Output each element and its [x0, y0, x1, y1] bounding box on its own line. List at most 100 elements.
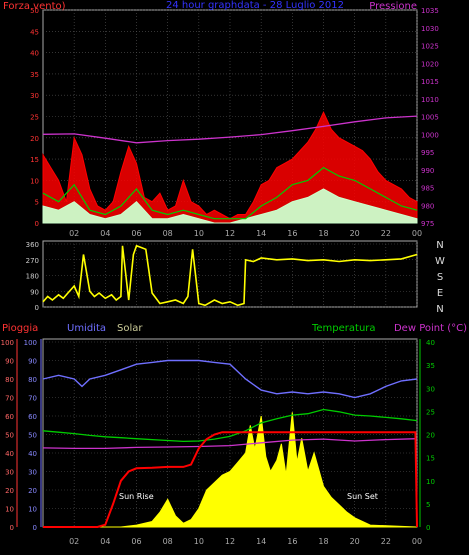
humidity-line	[42, 359, 418, 399]
wind_avg-area	[42, 188, 418, 224]
pressure-y-tick: 990	[421, 167, 434, 175]
x-tick-label: 20	[350, 229, 360, 238]
humidity-label: Umidita	[67, 323, 106, 334]
temperature-line	[42, 408, 418, 443]
rain-line	[43, 431, 418, 528]
humidity-y-tick: 60	[28, 413, 37, 421]
dewpoint-line	[42, 438, 418, 450]
x-tick-label: 00	[412, 537, 422, 546]
x-tick-label: 22	[381, 537, 391, 546]
wind-y-tick: 35	[30, 71, 39, 79]
x-tick-label: 06	[131, 537, 141, 546]
x-tick-label: 16	[287, 537, 297, 546]
x-tick-label: 02	[69, 229, 79, 238]
compass-label: E	[437, 288, 443, 299]
temperature-y-tick: 10	[426, 478, 435, 486]
pressure-line	[42, 115, 418, 144]
x-tick-label: 08	[163, 229, 173, 238]
rain-y-tick: 40	[5, 450, 14, 458]
rain-y-tick: 80	[5, 376, 14, 384]
x-tick-label: 18	[318, 537, 328, 546]
humidity-y-tick: 0	[33, 524, 37, 532]
rain-y-tick: 90	[5, 358, 14, 366]
solar-label: Solar	[117, 323, 143, 334]
pressure-y-tick: 1035	[421, 7, 439, 15]
pressure-y-tick: 995	[421, 149, 434, 157]
x-tick-label: 18	[318, 229, 328, 238]
wind-y-tick: 40	[30, 50, 39, 58]
dewpoint-label: Dew Point (°C)	[394, 323, 467, 334]
compass-label: N	[436, 240, 443, 251]
direction-y-tick: 360	[26, 241, 39, 249]
wind-left-label: Forza vento)	[3, 1, 66, 12]
rain-y-tick: 70	[5, 395, 14, 403]
wind-y-tick: 15	[30, 156, 39, 164]
humidity-y-tick: 100	[24, 339, 37, 347]
rain-y-tick: 30	[5, 469, 14, 477]
humidity-y-tick: 70	[28, 395, 37, 403]
wind-title: 24 hour graphdata - 28 Luglio 2012	[166, 0, 344, 11]
wind-line	[42, 166, 418, 220]
wind-y-tick: 0	[35, 220, 39, 228]
direction-y-tick: 0	[35, 304, 39, 312]
wind-y-tick: 45	[30, 28, 39, 36]
humidity-y-tick: 80	[28, 376, 37, 384]
x-tick-label: 22	[381, 229, 391, 238]
pressure-y-tick: 1020	[421, 60, 439, 68]
x-tick-label: 14	[256, 537, 266, 546]
direction-y-tick: 270	[26, 257, 39, 265]
compass-label: N	[436, 304, 443, 315]
pressure-y-tick: 975	[421, 220, 434, 228]
rain-y-tick: 50	[5, 432, 14, 440]
pressure-y-tick: 1025	[421, 43, 439, 51]
x-tick-label: 20	[350, 537, 360, 546]
wind-y-tick: 25	[30, 114, 39, 122]
pressure-y-tick: 1030	[421, 25, 439, 33]
rain-y-tick: 10	[5, 506, 14, 514]
wind-y-tick: 50	[30, 7, 39, 15]
sunrise-annotation: Sun Rise	[119, 492, 154, 501]
pressure-y-tick: 1000	[421, 131, 439, 139]
humidity-y-tick: 30	[28, 469, 37, 477]
sunset-annotation: Sun Set	[347, 492, 378, 501]
x-tick-label: 12	[225, 537, 235, 546]
x-tick-label: 04	[100, 537, 110, 546]
x-tick-label: 04	[100, 229, 110, 238]
direction-y-tick: 90	[30, 288, 39, 296]
pressure-y-tick: 980	[421, 202, 434, 210]
wind-y-tick: 5	[35, 199, 39, 207]
temperature-y-tick: 40	[426, 339, 435, 347]
x-tick-label: 00	[412, 229, 422, 238]
compass-label: S	[437, 272, 443, 283]
x-tick-label: 08	[163, 537, 173, 546]
direction-line	[42, 244, 418, 307]
humidity-y-tick: 90	[28, 358, 37, 366]
humidity-y-tick: 40	[28, 450, 37, 458]
compass-label: W	[435, 256, 445, 267]
x-tick-label: 12	[225, 229, 235, 238]
temperature-y-tick: 15	[426, 455, 435, 463]
temperature-y-tick: 30	[426, 385, 435, 393]
x-tick-label: 10	[194, 229, 204, 238]
pressure-y-tick: 1015	[421, 78, 439, 86]
temperature-y-tick: 5	[426, 501, 430, 509]
wind-y-tick: 20	[30, 135, 39, 143]
x-tick-label: 06	[131, 229, 141, 238]
rain-label: Pioggia	[2, 323, 38, 334]
rain-y-tick: 100	[1, 339, 14, 347]
solar-area	[43, 412, 418, 528]
weather-chart: 0102030405060708090100010203040506070809…	[1, 323, 467, 546]
temperature-label: Temperatura	[311, 323, 376, 334]
pressure-y-tick: 985	[421, 185, 434, 193]
x-tick-label: 16	[287, 229, 297, 238]
pressure-y-tick: 1010	[421, 96, 439, 104]
pressure-y-tick: 1005	[421, 114, 439, 122]
rain-y-tick: 60	[5, 413, 14, 421]
wind-y-tick: 30	[30, 92, 39, 100]
humidity-y-tick: 10	[28, 506, 37, 514]
humidity-y-tick: 20	[28, 487, 37, 495]
x-tick-label: 10	[194, 537, 204, 546]
